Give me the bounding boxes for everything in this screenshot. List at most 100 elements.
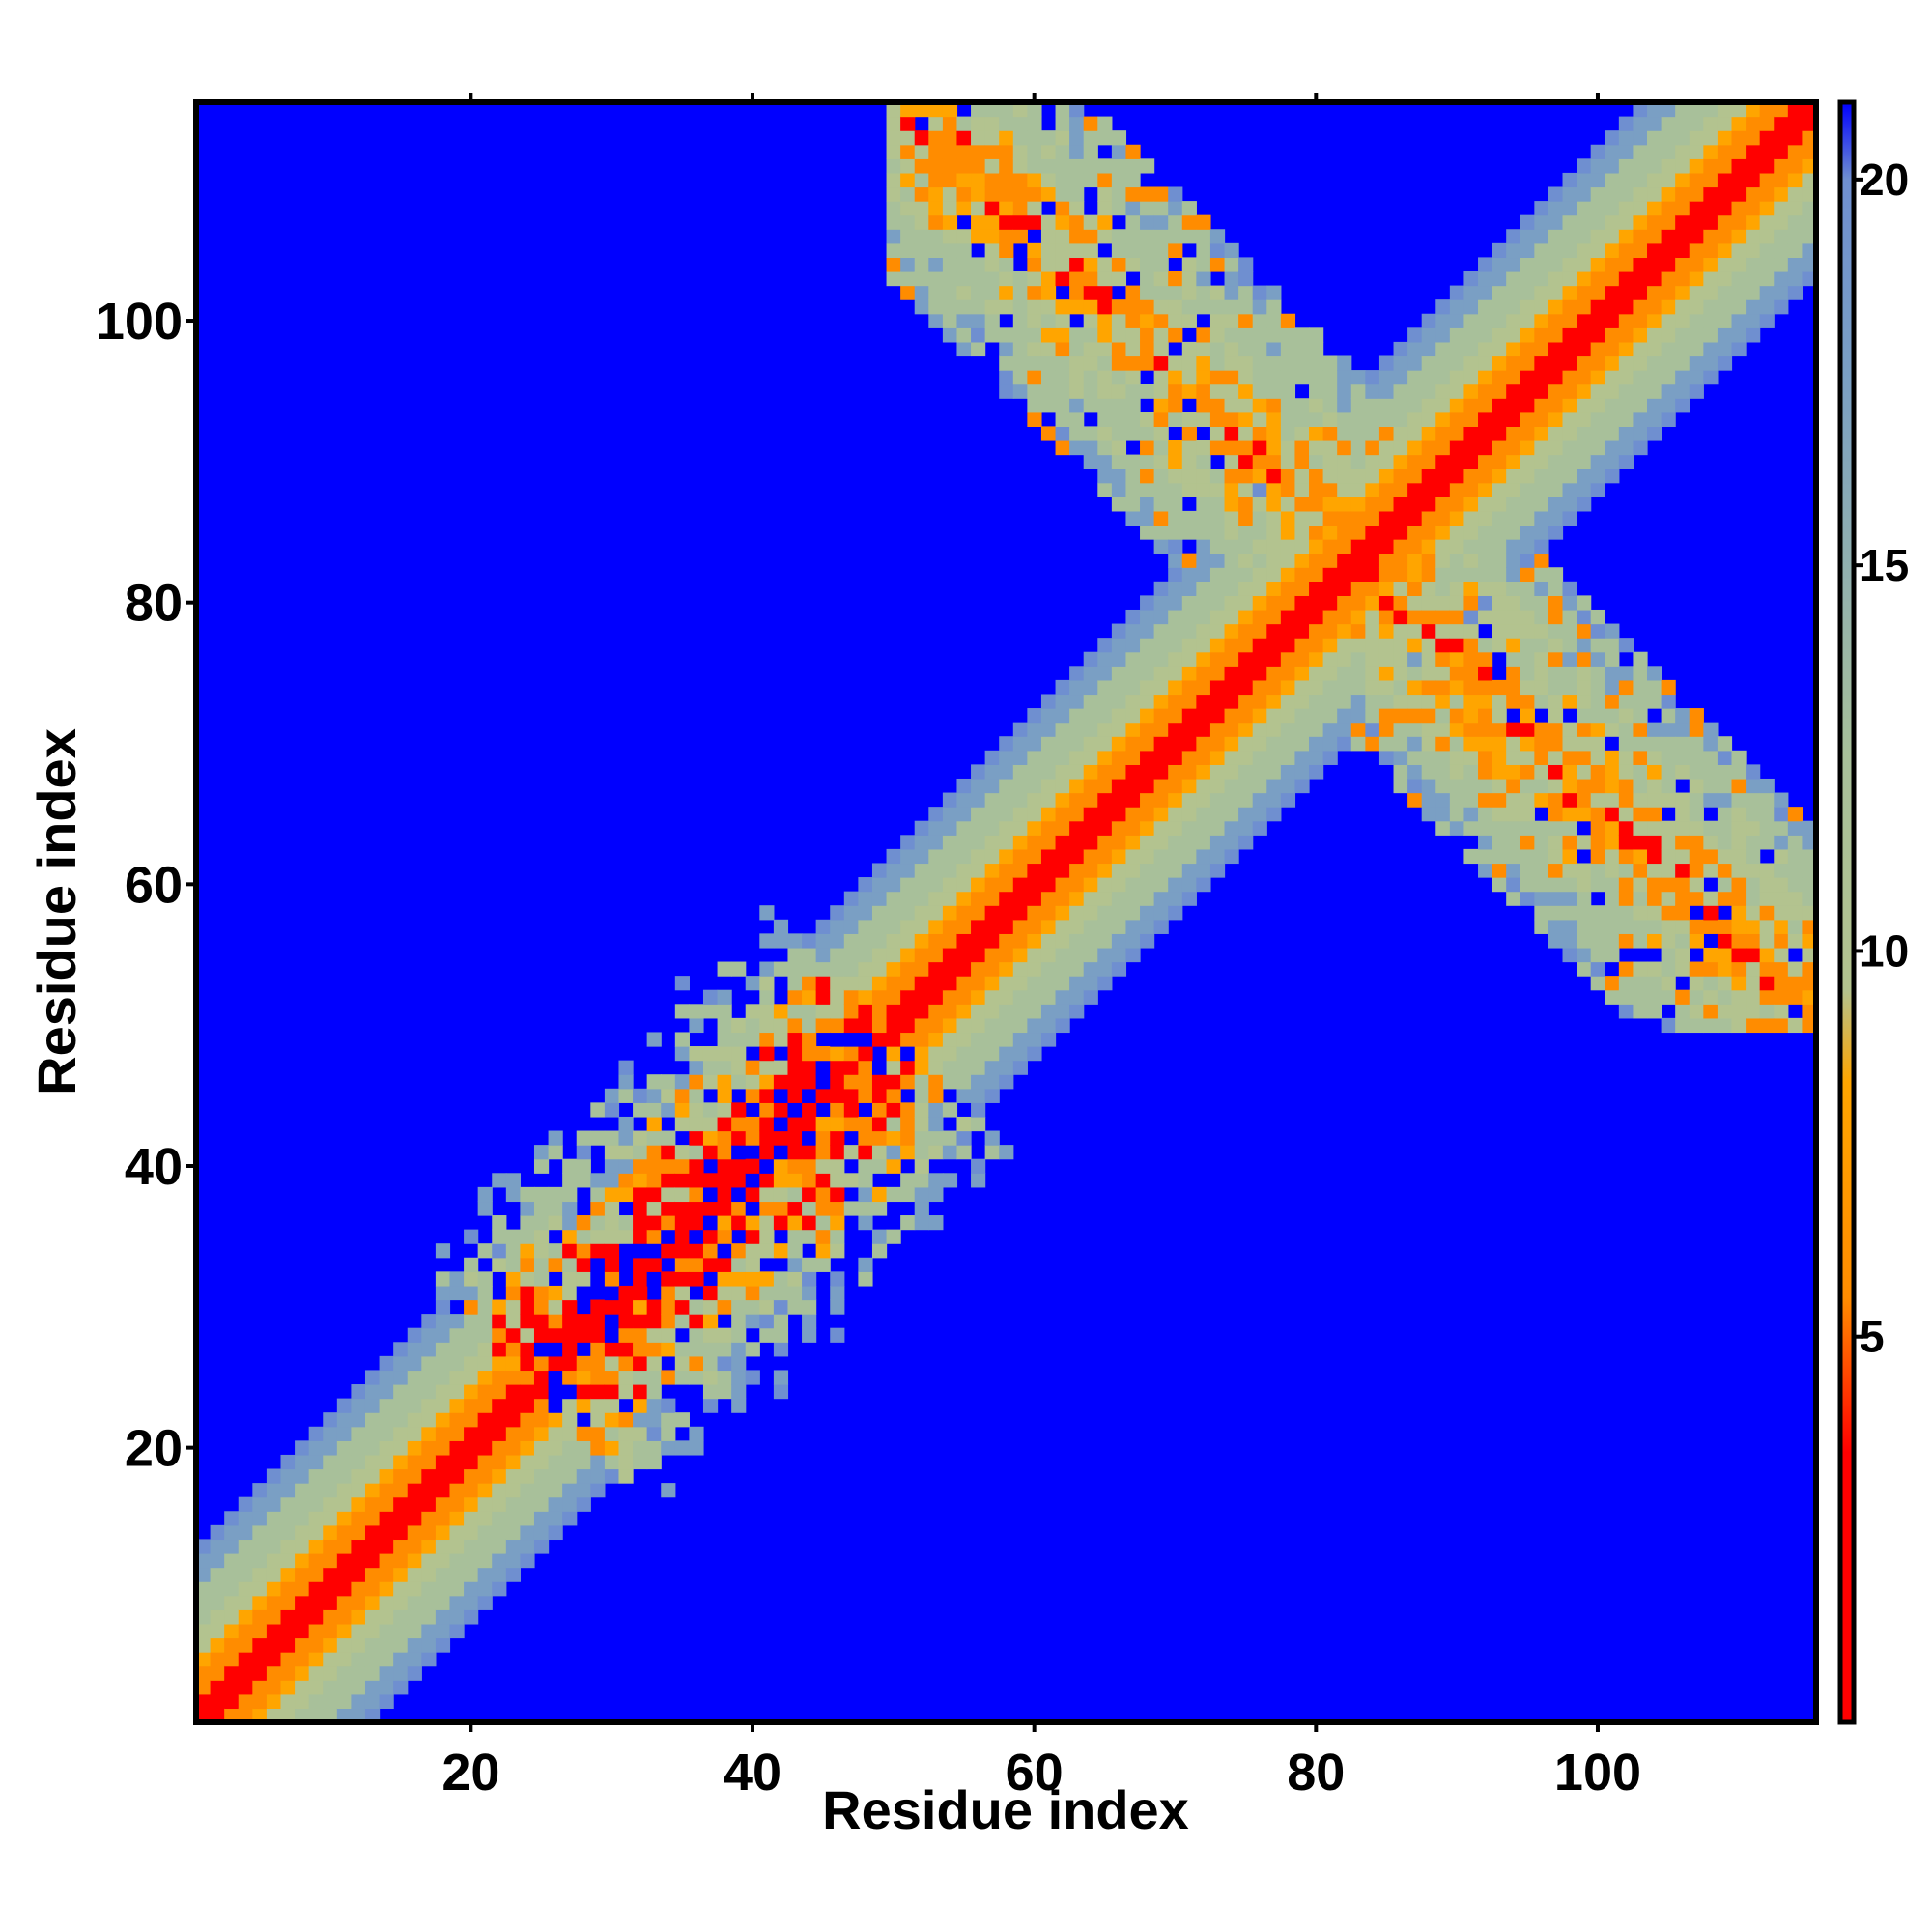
heatmap-cell <box>280 1652 296 1667</box>
heatmap-cell <box>1478 694 1493 709</box>
heatmap-cell <box>492 1553 507 1569</box>
heatmap-cell <box>1647 792 1662 808</box>
heatmap-cell <box>1337 609 1352 625</box>
heatmap-cell <box>1012 947 1028 963</box>
heatmap-cell <box>1689 158 1704 174</box>
heatmap-cell <box>1534 341 1549 357</box>
heatmap-cell <box>1774 820 1789 836</box>
heatmap-cell <box>1577 384 1592 399</box>
heatmap-cell <box>674 1243 690 1259</box>
heatmap-cell <box>407 1581 422 1597</box>
heatmap-cell <box>1097 638 1113 653</box>
heatmap-cell <box>1463 807 1479 822</box>
heatmap-cell <box>492 1483 507 1498</box>
heatmap-cell <box>464 1285 479 1301</box>
heatmap-cell <box>1209 510 1226 526</box>
heatmap-cell <box>984 257 1000 272</box>
heatmap-cell <box>971 807 986 822</box>
heatmap-cell <box>1802 863 1817 878</box>
heatmap-cell <box>633 1243 648 1259</box>
heatmap-cell <box>1209 778 1226 794</box>
heatmap-cell <box>548 1243 563 1259</box>
heatmap-cell <box>1421 398 1436 413</box>
heatmap-cell <box>702 1102 719 1118</box>
heatmap-cell <box>1618 370 1634 385</box>
heatmap-cell <box>787 1116 803 1132</box>
heatmap-cell <box>1562 384 1577 399</box>
heatmap-cell <box>1238 651 1254 667</box>
heatmap-cell <box>858 1116 873 1132</box>
heatmap-cell <box>999 270 1014 287</box>
heatmap-cell <box>646 1088 662 1103</box>
heatmap-cell <box>830 1032 845 1047</box>
heatmap-cell <box>886 1229 901 1244</box>
heatmap-cell <box>843 1088 859 1103</box>
heatmap-cell <box>1140 736 1155 752</box>
heatmap-cell <box>1633 242 1648 259</box>
heatmap-cell <box>1661 144 1676 159</box>
heatmap-cell <box>1746 299 1761 315</box>
heatmap-cell <box>1238 750 1254 765</box>
heatmap-cell <box>1322 539 1338 554</box>
heatmap-cell <box>1083 778 1098 794</box>
heatmap-cell <box>1731 976 1747 991</box>
heatmap-cell <box>999 750 1014 765</box>
heatmap-cell <box>323 1412 338 1428</box>
heatmap-cell <box>336 1652 353 1667</box>
heatmap-cell <box>308 1637 324 1653</box>
heatmap-cell <box>1309 595 1324 611</box>
heatmap-cell <box>1153 595 1169 611</box>
heatmap-cell <box>1590 961 1605 977</box>
heatmap-cell <box>238 1567 253 1582</box>
heatmap-cell <box>364 1412 381 1428</box>
heatmap-cell <box>1548 933 1564 949</box>
heatmap-cell <box>1224 370 1239 385</box>
heatmap-cell <box>1534 440 1549 456</box>
heatmap-cell <box>1717 863 1733 878</box>
heatmap-cell <box>351 1398 366 1413</box>
heatmap-cell <box>1111 623 1127 639</box>
heatmap-cell <box>1492 764 1507 780</box>
heatmap-cell <box>1449 651 1465 667</box>
plot-frame <box>193 99 1819 1725</box>
heatmap-cell <box>1577 201 1592 216</box>
heatmap-cell <box>323 1440 338 1456</box>
heatmap-cell <box>1153 229 1169 244</box>
heatmap-cell <box>1562 778 1577 794</box>
heatmap-cell <box>731 1074 747 1090</box>
heatmap-cell <box>1196 651 1211 667</box>
heatmap-cell <box>421 1496 437 1512</box>
heatmap-cell <box>1224 412 1239 427</box>
heatmap-cell <box>1153 623 1169 639</box>
heatmap-cell <box>984 299 1000 315</box>
heatmap-cell <box>1378 482 1395 497</box>
heatmap-cell <box>477 1412 493 1428</box>
heatmap-cell <box>1802 820 1817 836</box>
heatmap-cell <box>533 1384 550 1400</box>
heatmap-cell <box>576 1285 591 1301</box>
heatmap-cell <box>1590 933 1605 949</box>
heatmap-cell <box>1548 623 1564 639</box>
heatmap-cell <box>1196 638 1211 653</box>
heatmap-cell <box>464 1229 479 1244</box>
heatmap-cell <box>900 989 916 1005</box>
heatmap-cell <box>717 1060 732 1075</box>
heatmap-cell <box>745 1032 760 1047</box>
heatmap-cell <box>618 1186 634 1203</box>
heatmap-cell <box>1435 426 1451 441</box>
heatmap-cell <box>1097 792 1113 808</box>
heatmap-cell <box>1689 285 1704 300</box>
heatmap-cell <box>1463 820 1479 836</box>
heatmap-cell <box>1463 848 1479 865</box>
heatmap-cell <box>1238 792 1254 808</box>
heatmap-cell <box>1393 440 1408 456</box>
heatmap-cell <box>1378 398 1395 413</box>
heatmap-cell <box>1111 144 1127 159</box>
heatmap-cell <box>1605 412 1620 427</box>
heatmap-cell <box>1534 651 1549 667</box>
heatmap-cell <box>1196 327 1211 343</box>
heatmap-cell <box>689 1116 704 1132</box>
heatmap-cell <box>971 919 986 934</box>
heatmap-cell <box>1069 355 1085 371</box>
heatmap-cell <box>1534 398 1549 413</box>
